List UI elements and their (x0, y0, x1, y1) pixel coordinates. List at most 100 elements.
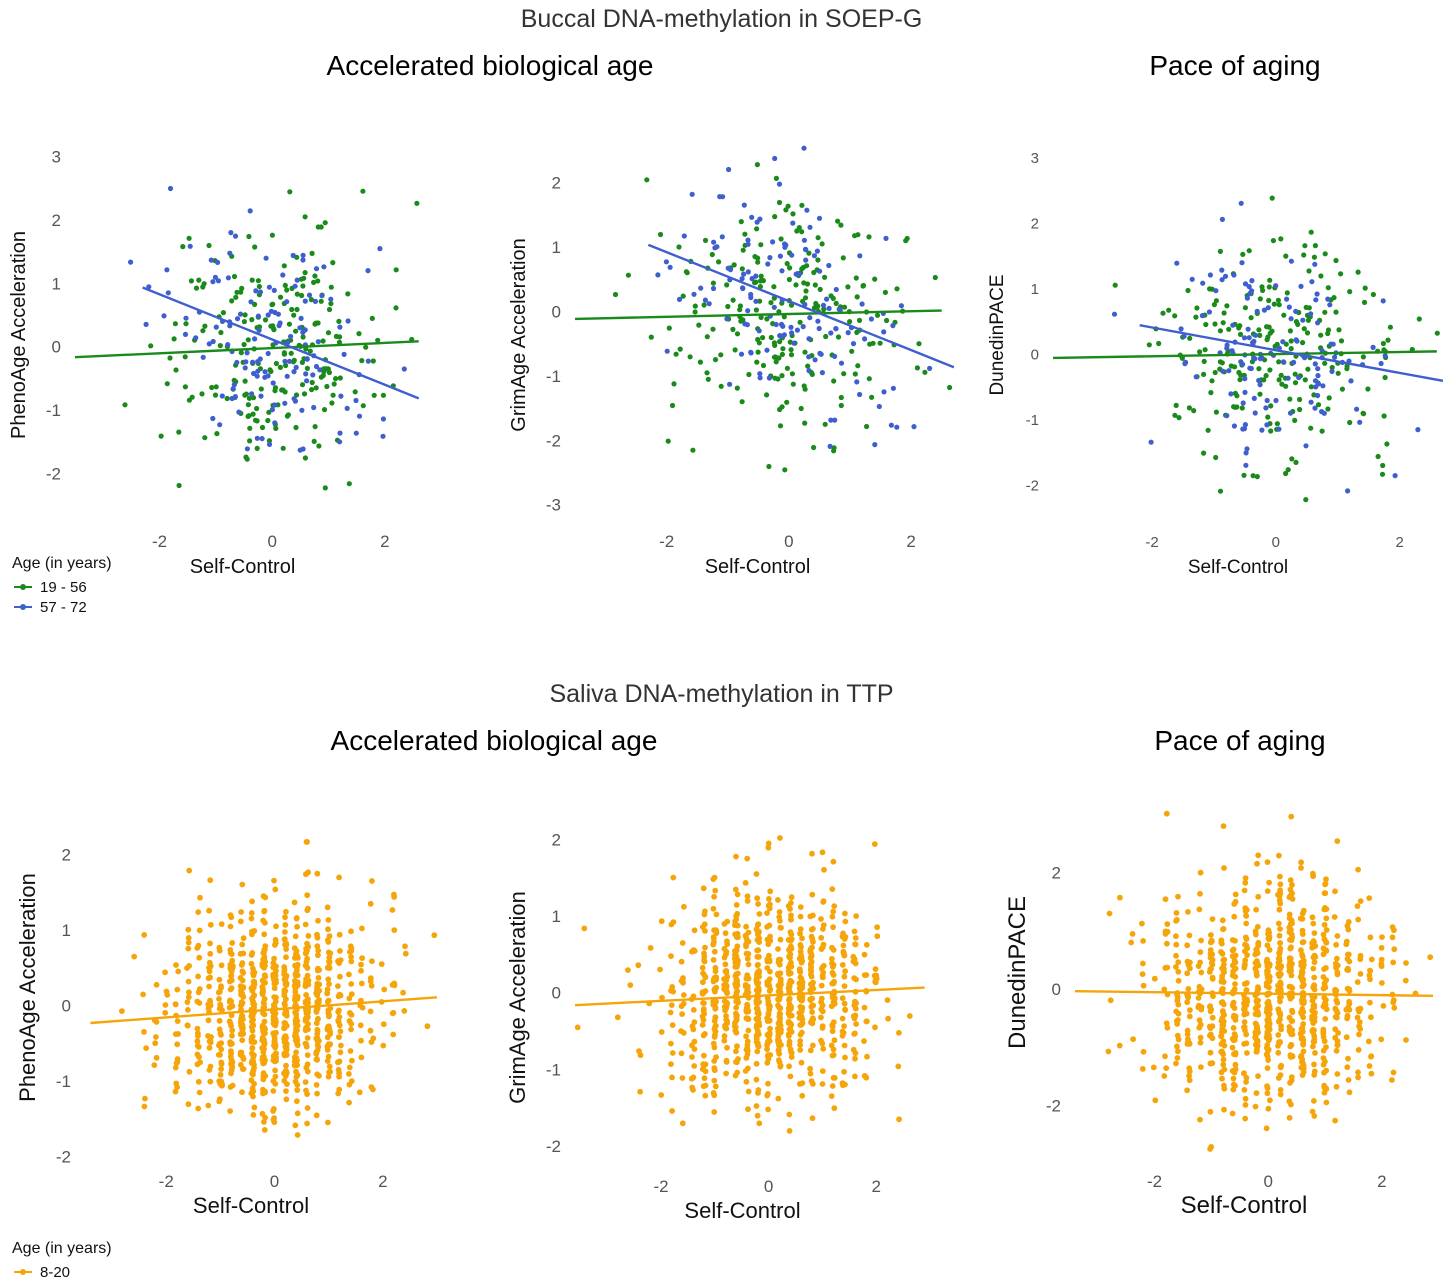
data-point (777, 1022, 784, 1029)
data-point (182, 384, 188, 390)
data-point (670, 874, 677, 881)
data-point (291, 396, 297, 402)
data-point (212, 392, 219, 398)
data-point (313, 266, 320, 272)
data-point (1242, 908, 1249, 914)
data-point (807, 1065, 813, 1072)
data-point (302, 921, 309, 928)
data-point (1186, 932, 1193, 939)
data-point (793, 282, 799, 288)
data-point (369, 878, 375, 884)
data-point (826, 262, 832, 269)
data-point (1129, 931, 1136, 937)
data-point (261, 1011, 268, 1018)
data-point (241, 341, 247, 348)
data-point (788, 1012, 795, 1019)
data-point (777, 936, 784, 943)
data-point (182, 354, 188, 360)
data-point (1201, 450, 1207, 456)
data-point (229, 1032, 235, 1039)
data-point (1311, 1014, 1318, 1021)
data-point (302, 1079, 309, 1085)
data-point (227, 923, 234, 930)
data-point (1264, 859, 1271, 865)
data-point (1355, 269, 1361, 275)
data-point (1243, 1074, 1250, 1081)
data-point (201, 281, 207, 287)
data-point (1355, 866, 1361, 873)
data-point (754, 1048, 761, 1055)
data-point (1300, 1041, 1307, 1048)
data-point (1303, 497, 1309, 503)
data-point (840, 1082, 846, 1089)
data-point (365, 268, 371, 274)
data-point (1242, 389, 1248, 395)
data-point (709, 251, 715, 258)
data-point (356, 1089, 363, 1096)
x-tick-label: 2 (906, 532, 915, 551)
y-tick-label: -1 (56, 1072, 71, 1091)
data-point (311, 404, 317, 411)
data-point (1334, 1014, 1340, 1021)
data-point (744, 1042, 751, 1048)
data-point (828, 293, 834, 299)
data-point (767, 1052, 774, 1058)
data-point (840, 255, 846, 261)
data-point (176, 482, 182, 489)
x-tick-label: 2 (1395, 534, 1403, 551)
data-point (668, 921, 675, 928)
data-point (806, 250, 812, 256)
data-point (862, 336, 868, 342)
data-point (1323, 906, 1330, 912)
data-point (293, 1011, 300, 1018)
data-point (228, 972, 235, 979)
data-point (1300, 1069, 1307, 1075)
fit-line (574, 309, 942, 321)
data-point (1242, 1027, 1248, 1034)
data-point (702, 944, 708, 951)
data-point (864, 423, 870, 430)
y-tick-label: 2 (1052, 863, 1061, 882)
data-point (1241, 335, 1248, 341)
data-point (1140, 1048, 1147, 1055)
data-point (1365, 386, 1371, 392)
data-point (233, 294, 239, 300)
data-point (200, 328, 206, 334)
data-point (1221, 1042, 1228, 1049)
data-point (370, 358, 376, 364)
data-point (1287, 921, 1294, 928)
data-point (1220, 1018, 1227, 1025)
data-point (754, 359, 760, 365)
data-point (849, 348, 855, 354)
data-point (788, 347, 794, 353)
data-point (841, 1023, 847, 1029)
data-point (718, 383, 724, 389)
data-point (375, 337, 381, 343)
data-point (724, 973, 731, 980)
points-group (612, 145, 953, 473)
fit-line (1074, 989, 1434, 998)
data-point (1312, 943, 1319, 949)
data-point (748, 294, 754, 301)
data-point (1314, 291, 1320, 297)
data-point (679, 978, 686, 984)
data-point (272, 402, 278, 408)
data-point (852, 960, 859, 967)
data-point (1264, 961, 1271, 968)
data-point (262, 919, 268, 926)
data-point (1231, 913, 1238, 920)
data-point (254, 445, 260, 451)
data-point (358, 980, 365, 987)
data-point (1252, 332, 1258, 338)
data-point (829, 913, 836, 920)
data-point (663, 259, 669, 265)
data-point (1267, 1097, 1273, 1104)
data-point (1255, 1011, 1262, 1018)
data-point (326, 1063, 333, 1070)
data-point (389, 982, 396, 988)
data-point (140, 991, 147, 998)
data-point (730, 326, 736, 332)
data-point (281, 936, 288, 943)
data-point (1276, 973, 1283, 980)
data-point (207, 877, 214, 884)
